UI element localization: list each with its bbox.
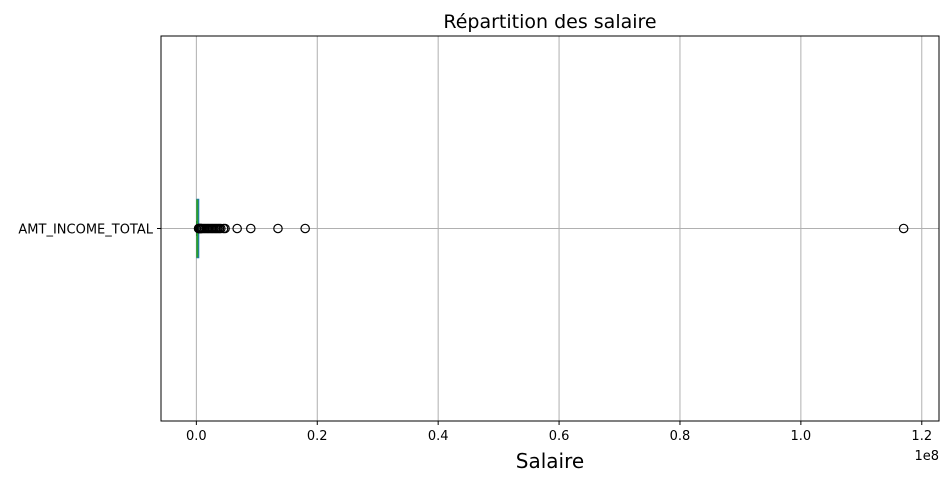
x-axis-ticks: 0.0 0.2 0.4 0.6 0.8 1.0 1.2 — [186, 421, 932, 444]
chart-title: Répartition des salaire — [443, 11, 656, 33]
outlier-point — [216, 223, 226, 234]
x-tick-label: 1.0 — [791, 429, 812, 444]
outlier-point — [245, 223, 256, 234]
outlier-point — [220, 223, 230, 234]
x-tick-label: 0.8 — [670, 429, 691, 444]
outlier-point — [898, 223, 909, 234]
outlier-point — [232, 223, 242, 234]
x-axis-offset-label: 1e8 — [914, 449, 939, 464]
y-category-label: AMT_INCOME_TOTAL — [18, 223, 153, 238]
x-axis-label: Salaire — [516, 449, 584, 473]
x-tick-label: 0.0 — [186, 429, 207, 444]
grid-lines — [161, 36, 939, 421]
x-tick-label: 1.2 — [911, 429, 932, 444]
y-axis-categories: AMT_INCOME_TOTAL — [18, 223, 161, 238]
outliers — [193, 223, 909, 234]
x-tick-label: 0.2 — [307, 429, 328, 444]
x-tick-label: 0.4 — [428, 429, 449, 444]
outlier-point — [300, 223, 310, 234]
x-tick-label: 0.6 — [549, 429, 570, 444]
outlier-point — [273, 223, 283, 234]
